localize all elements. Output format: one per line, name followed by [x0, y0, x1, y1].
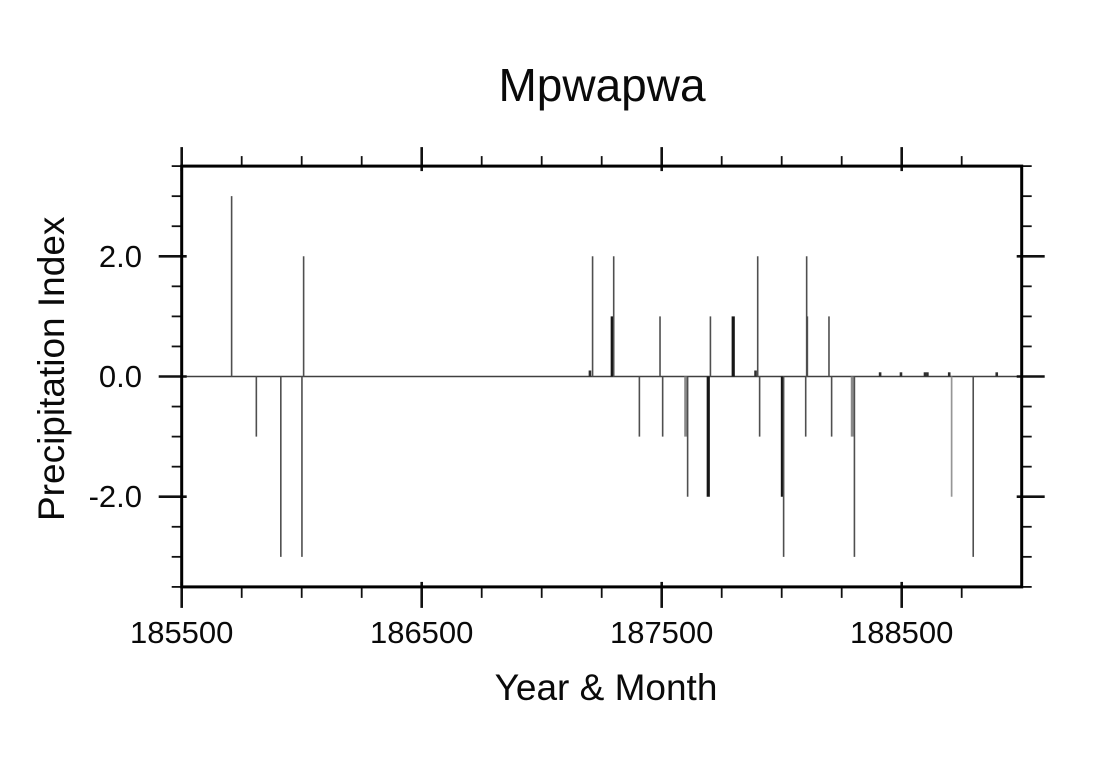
y-tick-label: -2.0 [88, 479, 142, 515]
y-tick-label: 2.0 [98, 238, 142, 274]
x-tick-label: 185500 [129, 615, 234, 650]
x-tick-label: 188500 [849, 615, 954, 650]
plot-frame [180, 164, 1024, 589]
x-axis-title: Year & Month [494, 667, 718, 708]
x-tick-label: 186500 [369, 615, 474, 650]
chart-title: Mpwapwa [498, 59, 706, 111]
y-tick-label: 0.0 [98, 359, 142, 394]
x-tick-label: 187500 [609, 615, 714, 650]
